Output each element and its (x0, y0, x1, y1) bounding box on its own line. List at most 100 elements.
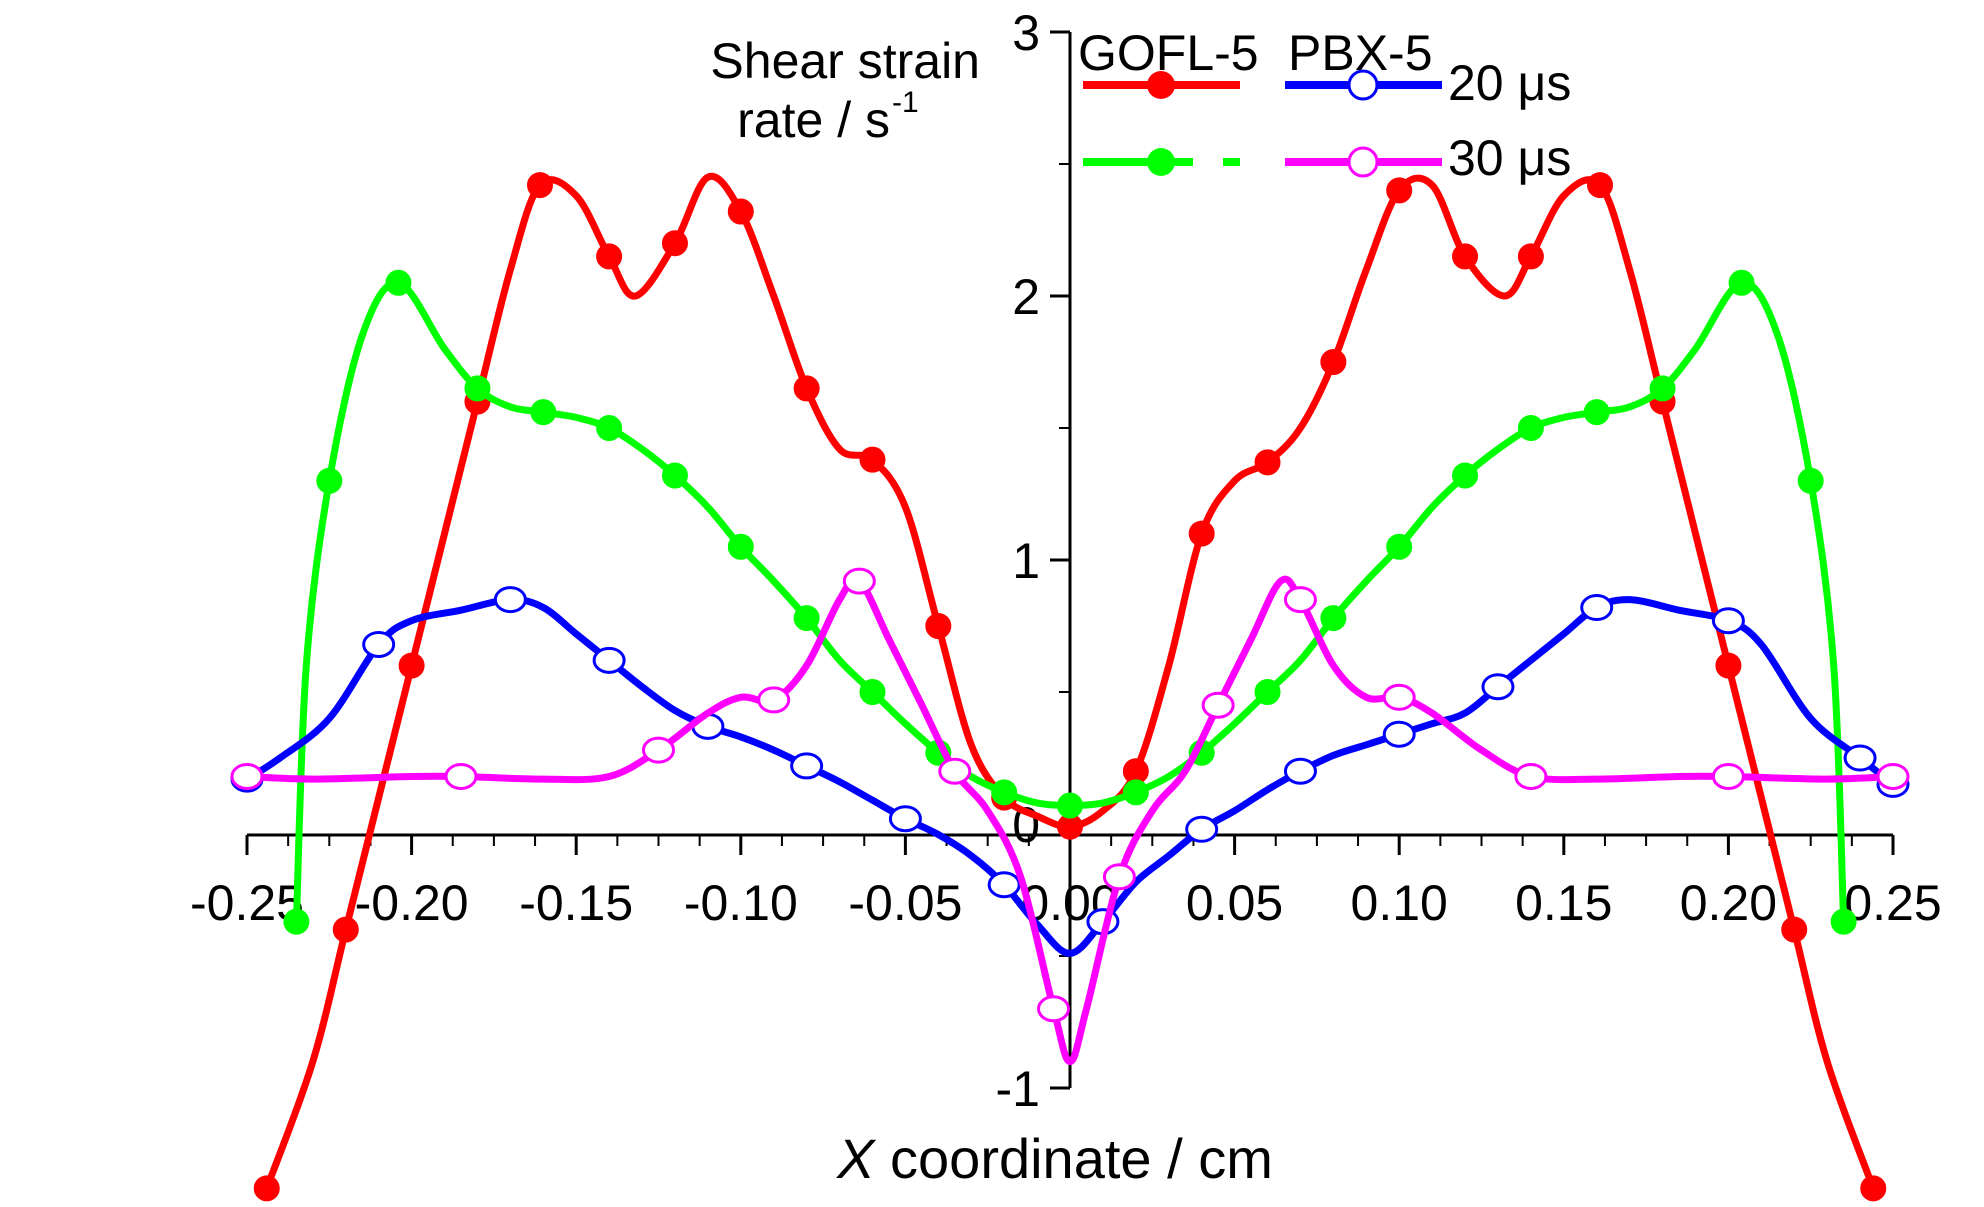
data-point-gofl-5-20-s (1860, 1175, 1887, 1202)
data-point-pbx-5-20-s (592, 646, 626, 674)
x-axis-label-rest: coordinate / cm (874, 1127, 1272, 1190)
x-tick-label: 0.20 (1680, 875, 1777, 931)
series-line-pbx-5-20-s (243, 596, 1897, 957)
data-point-pbx-5-20-s (1481, 673, 1515, 701)
data-point-pbx-5-20-s (987, 871, 1021, 899)
series-pbx-5-30-s (230, 567, 1910, 1066)
data-point-gofl-5-30-s (1386, 533, 1413, 560)
data-point-gofl-5-20-s (398, 652, 425, 679)
y-axis-label-superscript: -1 (892, 86, 919, 119)
data-point-pbx-5-30-s (1514, 762, 1548, 790)
data-point-gofl-5-30-s (283, 908, 310, 935)
data-point-pbx-5-20-s (1283, 757, 1317, 785)
legend-marker-pbx-30 (1347, 146, 1379, 178)
data-point-gofl-5-20-s (1587, 172, 1614, 199)
data-point-pbx-5-30-s (938, 757, 972, 785)
data-point-pbx-5-20-s (493, 586, 527, 614)
data-point-gofl-5-30-s (1797, 467, 1824, 494)
data-point-pbx-5-20-s (1843, 744, 1877, 772)
data-point-gofl-5-20-s (859, 446, 886, 473)
data-point-gofl-5-30-s (1830, 908, 1857, 935)
data-point-pbx-5-30-s (230, 762, 264, 790)
data-point-pbx-5-20-s (790, 752, 824, 780)
data-point-gofl-5-30-s (316, 467, 343, 494)
data-point-gofl-5-20-s (1188, 520, 1215, 547)
legend: GOFL-5 PBX-5 20 μs 30 μs (1078, 25, 1571, 186)
data-point-pbx-5-20-s (888, 805, 922, 833)
x-axis-label-italic: X (835, 1127, 877, 1190)
x-tick-label: 0.15 (1515, 875, 1612, 931)
data-point-pbx-5-20-s (1382, 720, 1416, 748)
data-point-pbx-5-30-s (1037, 995, 1071, 1023)
data-point-gofl-5-20-s (1386, 177, 1413, 204)
data-point-gofl-5-20-s (596, 243, 623, 270)
y-tick-label: 1 (1012, 533, 1040, 589)
y-axis-label-line1: Shear strain (710, 33, 980, 89)
data-point-gofl-5-20-s (526, 172, 553, 199)
data-point-gofl-5-20-s (1254, 449, 1281, 476)
data-point-gofl-5-30-s (1452, 462, 1479, 489)
data-point-gofl-5-20-s (925, 613, 952, 639)
series-layer (230, 172, 1910, 1202)
y-tick-label: 2 (1012, 269, 1040, 325)
data-point-pbx-5-30-s (1711, 762, 1745, 790)
data-point-gofl-5-30-s (1728, 269, 1755, 296)
x-tick-label: -0.10 (684, 875, 798, 931)
y-tick-label: 3 (1012, 5, 1040, 61)
legend-marker-pbx-20 (1347, 69, 1379, 101)
data-point-gofl-5-20-s (253, 1175, 280, 1202)
data-point-gofl-5-30-s (859, 679, 886, 705)
data-point-pbx-5-30-s (1876, 762, 1910, 790)
data-point-gofl-5-30-s (661, 462, 688, 489)
data-point-gofl-5-30-s (1122, 779, 1149, 806)
legend-header-gofl: GOFL-5 (1078, 25, 1259, 81)
data-point-gofl-5-30-s (1517, 415, 1544, 441)
series-gofl-5-30-s (283, 269, 1857, 935)
data-point-gofl-5-20-s (727, 198, 754, 225)
data-point-gofl-5-30-s (793, 605, 820, 632)
data-point-pbx-5-30-s (757, 686, 791, 714)
data-point-gofl-5-20-s (1320, 349, 1347, 375)
data-point-pbx-5-20-s (362, 630, 396, 658)
data-point-gofl-5-30-s (1057, 792, 1083, 819)
data-point-gofl-5-20-s (793, 375, 820, 402)
data-point-gofl-5-30-s (1254, 679, 1281, 705)
x-tick-label: -0.15 (519, 875, 633, 931)
legend-label-30us: 30 μs (1448, 130, 1571, 186)
data-point-gofl-5-20-s (1452, 243, 1479, 270)
data-point-gofl-5-30-s (1583, 399, 1610, 426)
data-point-gofl-5-20-s (1517, 243, 1544, 270)
x-tick-label: -0.05 (848, 875, 962, 931)
data-point-gofl-5-30-s (596, 415, 623, 441)
x-tick-label: 0.05 (1186, 875, 1283, 931)
data-point-pbx-5-30-s (842, 567, 876, 595)
data-point-gofl-5-30-s (727, 533, 754, 560)
data-point-gofl-5-20-s (661, 230, 688, 257)
legend-label-20us: 20 μs (1448, 55, 1571, 111)
data-point-gofl-5-30-s (1320, 605, 1347, 632)
data-point-pbx-5-30-s (444, 762, 478, 790)
data-point-pbx-5-30-s (1382, 683, 1416, 711)
x-tick-label: -0.20 (355, 875, 469, 931)
x-axis-label: X coordinate / cm (835, 1127, 1273, 1190)
data-point-pbx-5-20-s (1580, 594, 1614, 622)
data-point-gofl-5-30-s (464, 375, 491, 402)
series-gofl-5-20-s (253, 172, 1887, 1202)
data-point-pbx-5-20-s (1185, 815, 1219, 843)
data-point-gofl-5-30-s (530, 399, 557, 426)
data-point-gofl-5-30-s (991, 779, 1018, 806)
data-point-gofl-5-20-s (1781, 916, 1808, 943)
x-tick-label: 0.10 (1351, 875, 1448, 931)
data-point-gofl-5-30-s (385, 269, 412, 296)
data-point-gofl-5-20-s (332, 916, 359, 943)
data-point-pbx-5-30-s (642, 736, 675, 764)
y-axis-label-line2: rate / s (737, 92, 890, 148)
x-tick-label: 0.25 (1844, 875, 1941, 931)
data-point-pbx-5-30-s (1102, 863, 1136, 891)
data-point-pbx-5-30-s (1283, 586, 1317, 614)
data-point-gofl-5-30-s (1649, 375, 1676, 402)
legend-marker-gofl-20 (1147, 71, 1175, 99)
data-point-pbx-5-20-s (1711, 607, 1745, 635)
y-tick-label: -1 (996, 1061, 1040, 1117)
